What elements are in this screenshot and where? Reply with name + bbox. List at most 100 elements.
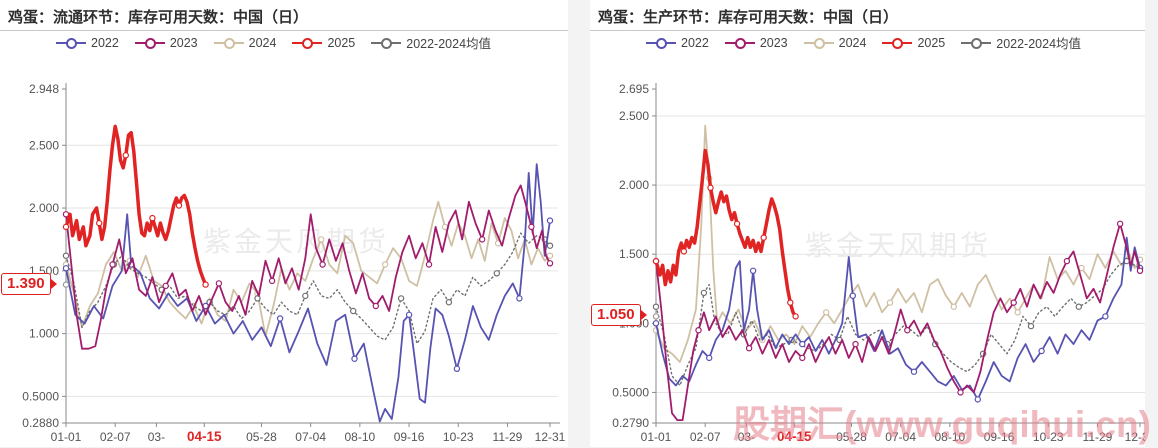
series-marker <box>268 277 276 285</box>
series-marker <box>1014 309 1021 316</box>
legend-label: 2024 <box>838 35 867 50</box>
y-tick-label: 2.695 <box>619 82 649 96</box>
series-marker <box>792 313 799 320</box>
legend-item-2023[interactable]: 2023 <box>724 35 788 50</box>
series-marker <box>1136 267 1144 274</box>
series-marker <box>740 331 747 338</box>
legend-label: 2023 <box>169 35 198 50</box>
x-tick-label: 11-29 <box>1083 430 1113 444</box>
series-marker <box>62 265 70 272</box>
series-marker <box>1116 220 1124 227</box>
y-tick-label: 2.000 <box>619 178 649 192</box>
series-marker <box>1078 264 1085 272</box>
legend-item-2024[interactable]: 2024 <box>803 35 867 50</box>
legend-line-circle-icon <box>292 37 323 49</box>
series-marker <box>705 174 713 182</box>
series-marker <box>62 261 70 268</box>
legend-item-2022-2024均值[interactable]: 2022-2024均值 <box>961 33 1081 52</box>
legend: 2022 2023 2024 2025 2022-2024均值 <box>646 33 1081 52</box>
x-tick-label: 02-07 <box>690 430 721 444</box>
legend-item-2022-2024均值[interactable]: 2022-2024均值 <box>371 33 491 52</box>
series-marker <box>202 281 209 288</box>
series-marker <box>884 340 891 348</box>
series-marker <box>445 299 453 306</box>
x-tick-label: 12-31 <box>1125 430 1145 444</box>
legend-line-circle-icon <box>724 37 755 49</box>
series-marker <box>904 327 911 334</box>
series-marker <box>493 270 500 277</box>
series-marker <box>652 257 660 265</box>
series-marker <box>122 152 130 159</box>
x-tick-label: 05-28 <box>246 430 277 444</box>
series-marker <box>759 336 766 344</box>
series-marker <box>950 303 957 310</box>
current-value-label: 1.050 <box>591 304 641 327</box>
series-marker <box>62 223 70 231</box>
legend-item-2022[interactable]: 2022 <box>56 36 119 50</box>
series-marker <box>441 223 449 231</box>
y-tick-label: 0.2880 <box>22 416 59 430</box>
series-marker <box>695 327 702 334</box>
series-marker <box>494 239 502 247</box>
series-marker <box>886 299 894 306</box>
series-marker <box>206 299 213 306</box>
series-marker <box>733 220 741 227</box>
chart-title: 鸡蛋：流通环节：库存可用天数：中国（日） <box>8 9 309 26</box>
legend-label: 2024 <box>248 35 277 50</box>
series-marker <box>974 396 981 403</box>
series-marker <box>700 289 708 297</box>
series-marker <box>799 340 806 348</box>
series-marker <box>957 389 964 396</box>
series-marker <box>910 368 918 375</box>
y-tick-label: 2.000 <box>29 201 59 215</box>
series-line-2024 <box>65 200 551 337</box>
series-marker <box>62 211 70 218</box>
series-line-2025 <box>654 148 798 319</box>
series-marker <box>175 202 183 209</box>
series-marker <box>541 236 548 243</box>
x-tick-label: 12-31 <box>535 430 566 444</box>
series-marker <box>652 303 660 310</box>
series-marker <box>849 292 856 299</box>
current-value-bubble: 1.390 <box>1 272 57 295</box>
legend-line-circle-icon <box>213 37 244 49</box>
legend-item-2024[interactable]: 2024 <box>213 35 277 50</box>
legend-item-2025[interactable]: 2025 <box>292 36 355 50</box>
x-tick-label: 07-04 <box>295 430 326 444</box>
series-marker <box>546 260 554 267</box>
series-line-2022 <box>655 236 1141 401</box>
series-marker <box>202 302 209 310</box>
legend-line-circle-icon <box>646 37 676 49</box>
current-value-marker <box>652 313 660 320</box>
x-tick-label: 03- <box>738 430 755 444</box>
series-line-2024 <box>655 124 1141 363</box>
center-watermark: 紫金天风期货 <box>203 226 390 257</box>
current-value-bubble: 1.050 <box>591 304 647 327</box>
y-tick-label: 0.2790 <box>612 416 649 430</box>
series-marker <box>652 257 660 265</box>
series-line-2022-2024均值 <box>655 260 1141 387</box>
x-tick-label: 08-10 <box>345 430 376 444</box>
legend-label: 2022 <box>91 35 119 50</box>
series-marker <box>319 261 326 268</box>
series-marker <box>254 295 261 302</box>
series-marker <box>528 223 535 231</box>
title-divider <box>590 30 1145 31</box>
series-marker <box>453 365 461 372</box>
series-marker <box>109 261 116 268</box>
series-marker <box>351 355 358 362</box>
y-tick-label: 2.948 <box>29 82 59 96</box>
legend-label: 2023 <box>759 35 788 50</box>
legend-item-2025[interactable]: 2025 <box>882 36 945 50</box>
series-marker <box>652 320 660 327</box>
series-marker <box>705 354 713 362</box>
legend-item-2022[interactable]: 2022 <box>646 36 709 50</box>
x-tick-label: 09-16 <box>984 430 1015 444</box>
series-marker <box>707 184 714 191</box>
legend-item-2023[interactable]: 2023 <box>134 35 198 50</box>
chart-panel-production: 鸡蛋：生产环节：库存可用天数：中国（日） 2022 2023 2024 2025 202… <box>590 0 1145 447</box>
bubble-arrow-icon <box>50 278 57 289</box>
x-tick-label: 11-29 <box>493 430 523 444</box>
legend-label: 2025 <box>917 35 946 50</box>
